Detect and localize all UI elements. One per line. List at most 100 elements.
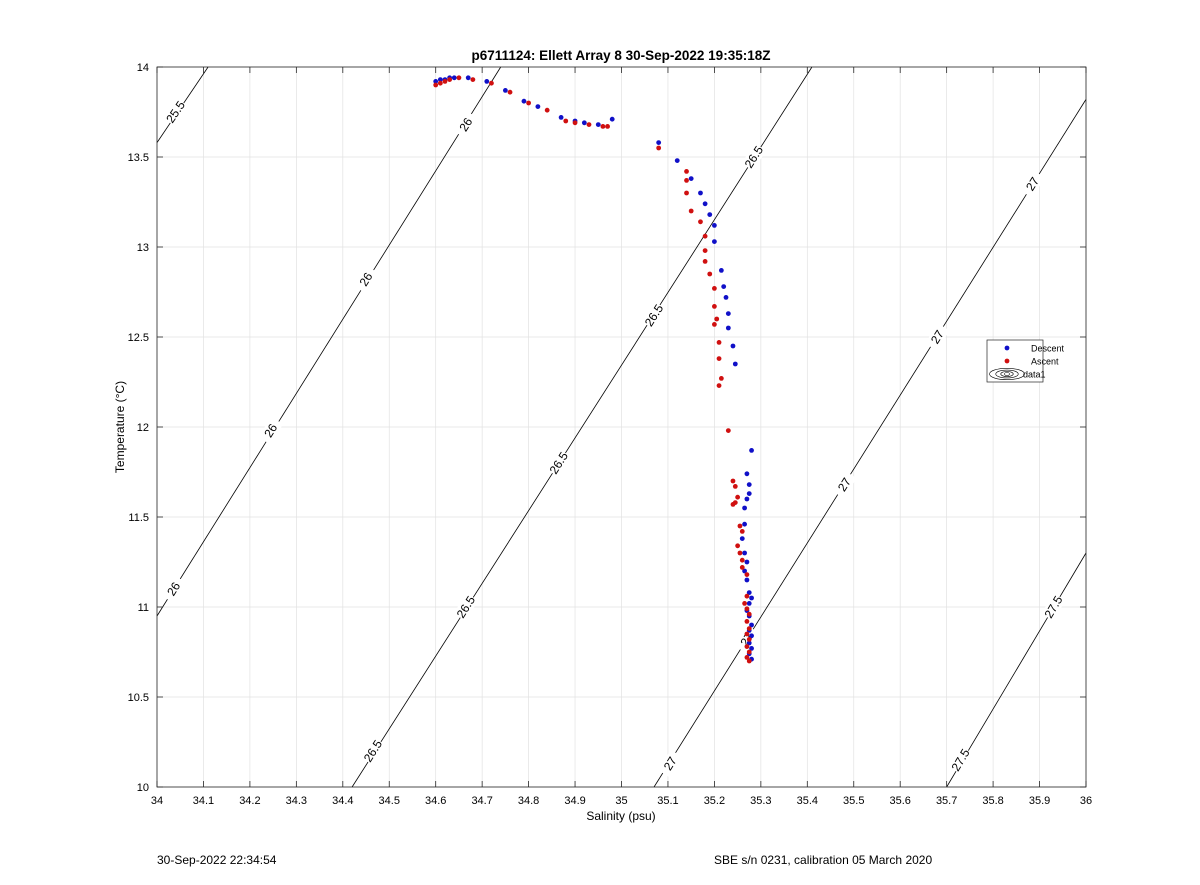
ascent-point bbox=[656, 145, 662, 151]
legend-label: Ascent bbox=[1031, 357, 1059, 367]
contour-label-bg bbox=[453, 110, 479, 139]
contour-27.5: 27.527.5 bbox=[946, 552, 1087, 788]
contour-label-bg bbox=[741, 143, 767, 171]
descent-point bbox=[739, 536, 745, 541]
x-axis-label: Salinity (psu) bbox=[586, 809, 655, 823]
descent-point bbox=[746, 491, 752, 496]
ascent-point bbox=[437, 80, 443, 86]
descent-point bbox=[465, 75, 471, 81]
x-tick-label: 35 bbox=[615, 795, 627, 807]
y-tick-label: 12 bbox=[137, 422, 149, 434]
contour-label-bg bbox=[1041, 593, 1066, 621]
x-tick-label: 35.7 bbox=[936, 795, 957, 807]
descent-point bbox=[725, 311, 731, 316]
ascent-point bbox=[507, 89, 513, 95]
legend: Descent Ascent data1 bbox=[986, 339, 1065, 383]
descent-point bbox=[742, 568, 747, 574]
y-tick-label: 13.5 bbox=[128, 152, 149, 164]
ascent-point bbox=[744, 655, 750, 660]
ascent-point bbox=[684, 169, 689, 174]
ascent-point bbox=[739, 565, 745, 570]
chart-title: p6711124: Ellett Array 8 30-Sep-2022 19:… bbox=[472, 48, 771, 63]
contour-label-bg bbox=[453, 593, 479, 621]
contour-label-bg bbox=[657, 749, 683, 778]
series-descent bbox=[433, 75, 754, 662]
ascent-point bbox=[716, 340, 722, 345]
x-tick-label: 35.9 bbox=[1029, 795, 1050, 807]
ascent-point bbox=[746, 649, 752, 655]
ascent-point bbox=[744, 631, 750, 637]
legend-marker-ascent bbox=[1004, 358, 1010, 364]
x-tick-label: 34.2 bbox=[239, 795, 260, 807]
ascent-point bbox=[600, 124, 606, 129]
descent-point bbox=[742, 505, 747, 511]
ascent-point bbox=[605, 124, 610, 129]
ascent-point bbox=[688, 208, 694, 214]
contour-label-bg bbox=[163, 98, 189, 126]
x-tick-label: 35.1 bbox=[657, 795, 678, 807]
series-ascent bbox=[433, 75, 752, 664]
y-tick-label: 10.5 bbox=[128, 692, 149, 704]
descent-point bbox=[725, 325, 731, 331]
contour-label-bg bbox=[832, 470, 857, 499]
data-points bbox=[433, 75, 754, 664]
contour-label-bg bbox=[1020, 170, 1045, 198]
ascent-point bbox=[433, 82, 439, 88]
descent-point bbox=[744, 559, 750, 565]
descent-point bbox=[502, 88, 508, 93]
contour-label: 26.5 bbox=[547, 449, 572, 476]
descent-point bbox=[581, 120, 587, 126]
ascent-point bbox=[698, 219, 703, 225]
ascent-point bbox=[735, 543, 741, 549]
ascent-point bbox=[739, 529, 745, 534]
ascent-point bbox=[737, 523, 743, 529]
x-tick-label: 34 bbox=[151, 795, 163, 807]
y-tick-label: 10 bbox=[137, 782, 149, 794]
descent-point bbox=[707, 212, 713, 218]
x-tick-label: 35.5 bbox=[843, 795, 864, 807]
ascent-point bbox=[470, 77, 476, 82]
contour-label: 26.5 bbox=[642, 302, 667, 329]
descent-point bbox=[712, 239, 717, 245]
legend-contour-marker bbox=[1004, 372, 1010, 376]
descent-point bbox=[595, 122, 601, 127]
x-tick-label: 35.4 bbox=[797, 795, 818, 807]
contour-label-bg bbox=[948, 746, 973, 774]
ascent-point bbox=[702, 233, 708, 239]
ascent-point bbox=[732, 484, 738, 489]
footer-timestamp: 30-Sep-2022 22:34:54 bbox=[157, 853, 277, 867]
ascent-point bbox=[563, 118, 569, 124]
descent-point bbox=[484, 79, 490, 84]
ascent-point bbox=[447, 77, 453, 82]
descent-point bbox=[558, 115, 564, 120]
descent-point bbox=[609, 116, 615, 122]
ascent-point bbox=[735, 494, 741, 500]
ascent-point bbox=[744, 644, 750, 649]
descent-point bbox=[746, 590, 752, 595]
x-tick-label: 34.5 bbox=[379, 795, 400, 807]
descent-point bbox=[749, 595, 754, 601]
descent-point bbox=[746, 601, 752, 606]
descent-point bbox=[702, 201, 708, 207]
ascent-point bbox=[526, 100, 531, 106]
descent-point bbox=[656, 140, 662, 146]
ascent-point bbox=[544, 107, 550, 113]
descent-point bbox=[712, 223, 717, 228]
ascent-point bbox=[712, 322, 717, 327]
ascent-point bbox=[702, 259, 708, 264]
density-contours: 25.52626262626.526.526.526.526.527272727… bbox=[156, 66, 1087, 788]
ascent-point bbox=[716, 356, 722, 361]
ascent-point bbox=[746, 637, 752, 642]
descent-point bbox=[744, 577, 750, 583]
descent-point bbox=[698, 190, 703, 196]
descent-point bbox=[749, 622, 754, 628]
descent-point bbox=[723, 295, 729, 300]
descent-point bbox=[451, 75, 457, 81]
contour-label-bg bbox=[353, 265, 379, 294]
y-axis-label: Temperature (°C) bbox=[113, 381, 127, 473]
descent-point bbox=[433, 79, 439, 84]
descent-point bbox=[744, 496, 750, 502]
ascent-point bbox=[744, 593, 750, 599]
